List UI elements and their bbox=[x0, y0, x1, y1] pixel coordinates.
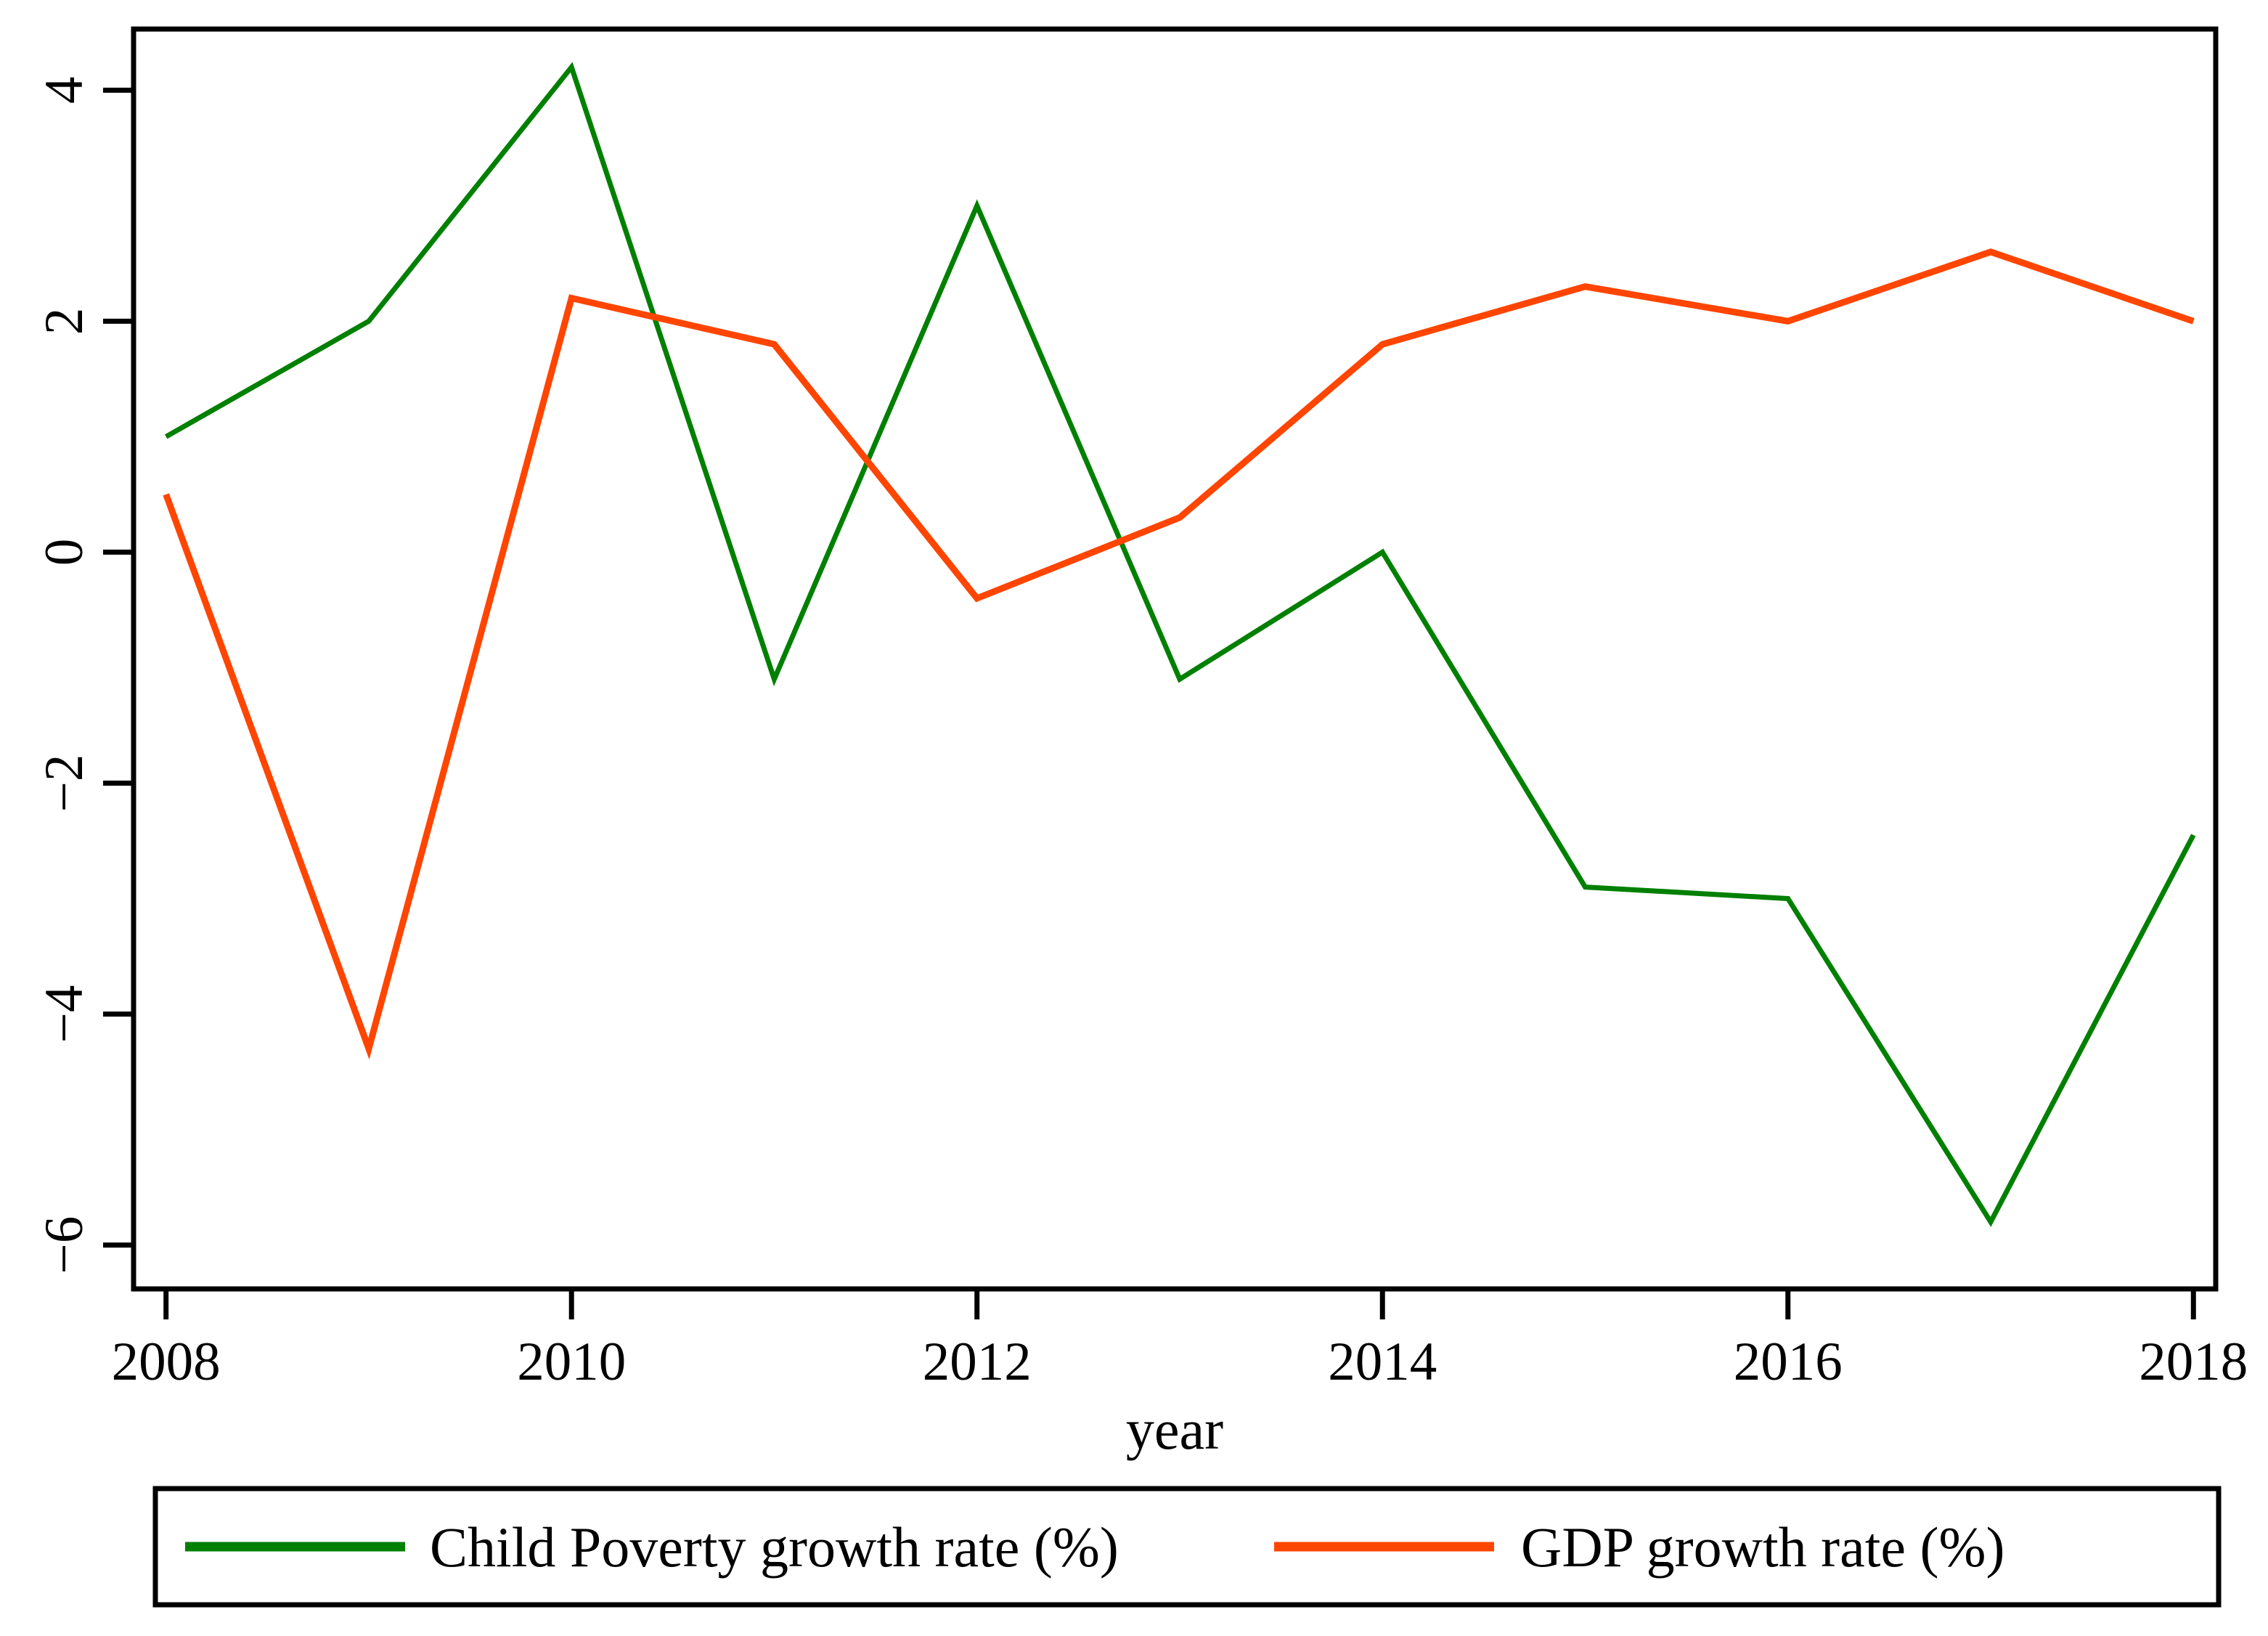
legend-label-child-poverty: Child Poverty growth rate (%) bbox=[430, 1515, 1119, 1579]
legend: Child Poverty growth rate (%) GDP growth… bbox=[152, 1486, 2222, 1608]
series-child-poverty-line bbox=[164, 62, 2196, 1227]
y-tick-label: 0 bbox=[34, 539, 94, 566]
x-tick-label: 2008 bbox=[112, 1332, 221, 1392]
y-tick-label: −6 bbox=[34, 1216, 94, 1274]
y-tick-label: 2 bbox=[34, 308, 94, 335]
x-tick-label: 2014 bbox=[1328, 1332, 1437, 1392]
series-gdp-line bbox=[163, 248, 2195, 1060]
y-axis-ticks: 4 2 0 −2 −4 −6 bbox=[34, 77, 134, 1274]
x-tick-label: 2010 bbox=[517, 1332, 626, 1392]
y-tick-label: −2 bbox=[34, 754, 94, 813]
x-tick-label: 2012 bbox=[923, 1332, 1032, 1392]
plot-border bbox=[131, 26, 2219, 1292]
y-tick-label: 4 bbox=[34, 77, 94, 105]
x-tick-label: 2018 bbox=[2139, 1332, 2248, 1392]
x-tick-label: 2016 bbox=[1734, 1332, 1843, 1392]
legend-label-gdp: GDP growth rate (%) bbox=[1521, 1515, 2004, 1579]
x-axis-ticks: 2008 2010 2012 2014 2016 2018 bbox=[112, 1289, 2248, 1392]
x-axis-title: year bbox=[1126, 1398, 1223, 1461]
y-tick-label: −4 bbox=[34, 985, 94, 1043]
legend-box bbox=[152, 1486, 2222, 1608]
